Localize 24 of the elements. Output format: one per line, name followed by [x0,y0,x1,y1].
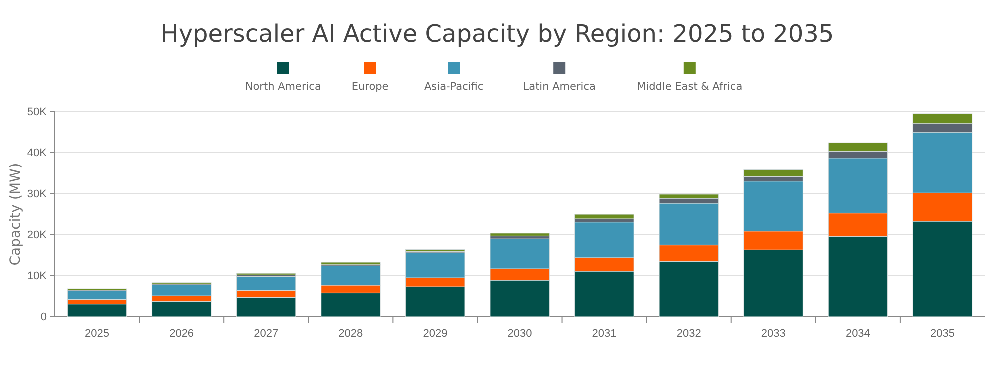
x-tick-label: 2025 [85,328,110,340]
y-tick-label: 20K [27,230,48,242]
legend-label: Latin America [523,81,596,93]
x-tick-label: 2035 [930,328,955,340]
legend-label: Asia-Pacific [424,81,484,93]
legend-label: Middle East & Africa [637,81,743,93]
y-tick-label: 40K [27,148,48,160]
x-tick-label: 2028 [338,328,364,340]
y-tick-label: 0 [40,312,47,324]
y-axis-title: Capacity (MW) [8,163,24,266]
x-tick-label: 2032 [676,328,702,340]
x-tick-label: 2030 [508,328,532,340]
x-tick-label: 2027 [254,328,279,340]
legend-label: North America [245,81,322,93]
x-tick-label: 2026 [170,328,194,340]
x-tick-label: 2033 [761,328,786,340]
y-tick-label: 10K [27,270,48,283]
x-tick-label: 2031 [592,328,617,340]
y-tick-label: 50K [27,106,48,119]
legend-label: Europe [352,81,389,93]
x-tick-label: 2029 [423,328,448,340]
y-tick-label: 30K [27,188,48,201]
chart-title: Hyperscaler AI Active Capacity by Region: 2025 to 2035 [160,20,834,48]
x-tick-label: 2034 [846,328,870,340]
